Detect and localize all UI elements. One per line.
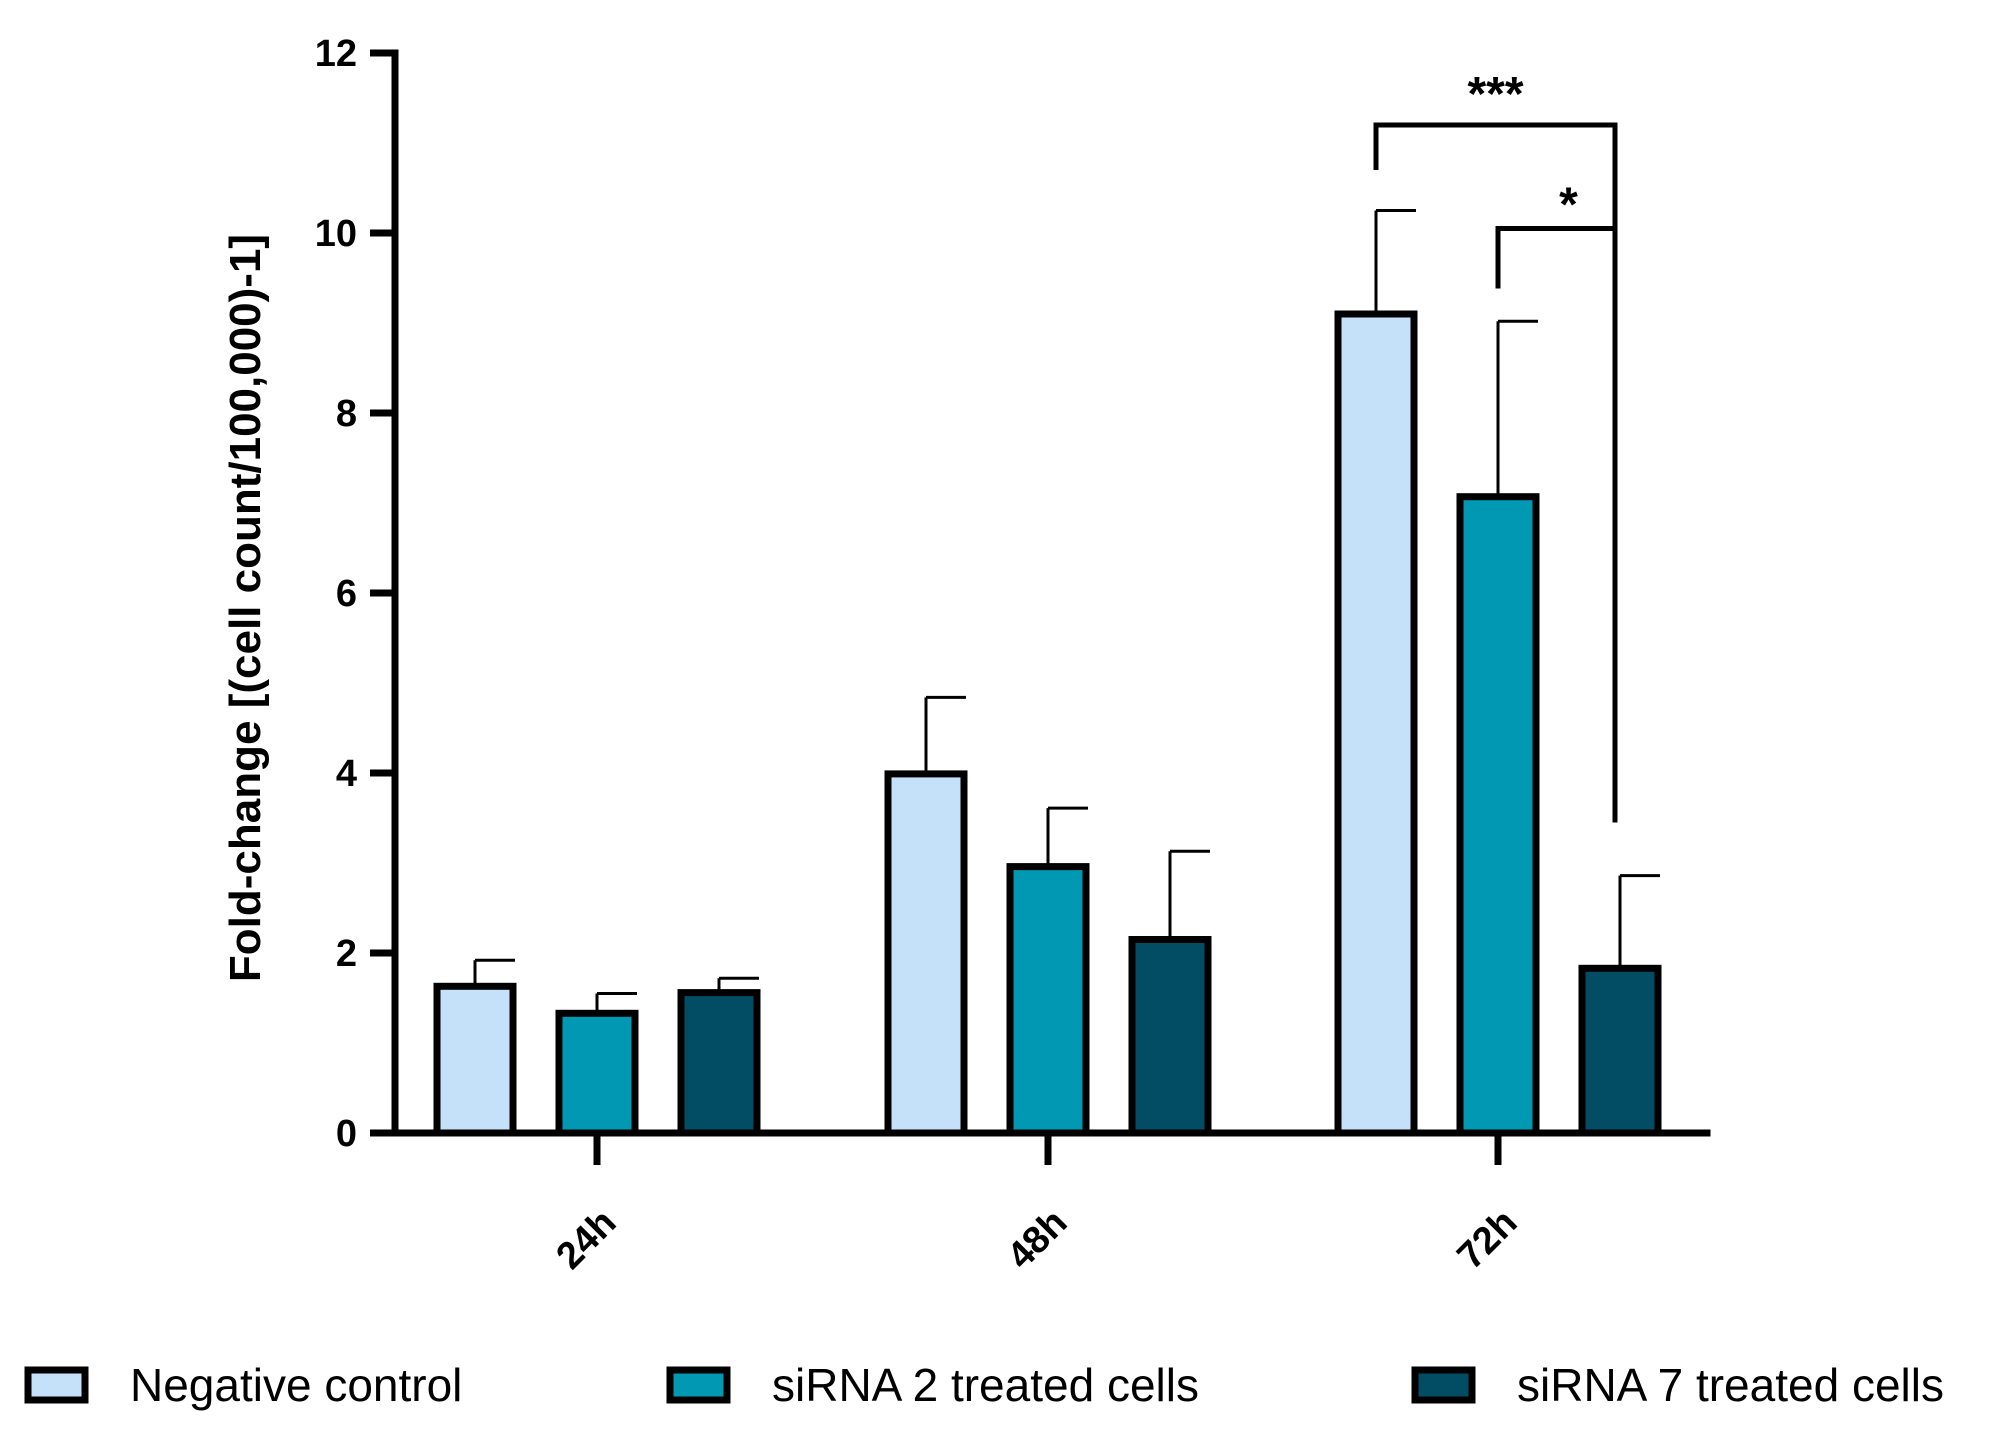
legend-swatch-series-2 (1411, 1366, 1476, 1404)
y-axis-title: Fold-change [(cell count/100,000)-1] (221, 234, 270, 982)
y-tick-label-6: 6 (336, 573, 357, 615)
y-tick-label-0: 0 (336, 1113, 357, 1155)
y-tick-label-8: 8 (336, 393, 357, 435)
legend-swatch-series-0 (24, 1366, 89, 1404)
x-tick-label-48h: 48h (1000, 1202, 1076, 1278)
x-tick-label-72h: 72h (1450, 1202, 1526, 1278)
significance-label-0: *** (1467, 68, 1523, 121)
bar-48h-series-0 (884, 770, 968, 1137)
bar-24h-series-2 (677, 989, 761, 1137)
legend-swatch-series-1 (666, 1366, 731, 1404)
significance-bracket-0 (1373, 122, 1618, 823)
y-tick-label-10: 10 (315, 213, 357, 255)
error-bars-layer (473, 209, 1660, 1014)
bar-24h-series-1 (555, 1009, 639, 1137)
bar-24h-series-0 (433, 982, 517, 1137)
legend-label-series-1: siRNA 2 treated cells (772, 1359, 1199, 1411)
bar-48h-series-2 (1128, 936, 1212, 1137)
legend: Negative control siRNA 2 treated cells siR… (24, 1359, 1944, 1411)
bar-72h-series-2 (1578, 964, 1662, 1137)
y-tick-label-2: 2 (336, 933, 357, 975)
significance-label-1: * (1559, 179, 1578, 232)
bars-layer (433, 310, 1662, 1137)
y-tick-label-12: 12 (315, 33, 357, 75)
axes-layer: 0 2 4 6 8 10 12 Fold-change [(cell count/100,00… (221, 33, 1711, 1278)
x-tick-label-24h: 24h (549, 1202, 625, 1278)
bar-72h-series-1 (1456, 493, 1540, 1137)
y-tick-label-4: 4 (336, 753, 357, 795)
bar-48h-series-1 (1006, 863, 1090, 1137)
legend-label-series-2: siRNA 7 treated cells (1517, 1359, 1944, 1411)
significance-bracket-1 (1495, 226, 1615, 289)
bar-72h-series-0 (1334, 310, 1418, 1137)
significance-layer: **** (1373, 68, 1618, 823)
legend-label-series-0: Negative control (130, 1359, 462, 1411)
